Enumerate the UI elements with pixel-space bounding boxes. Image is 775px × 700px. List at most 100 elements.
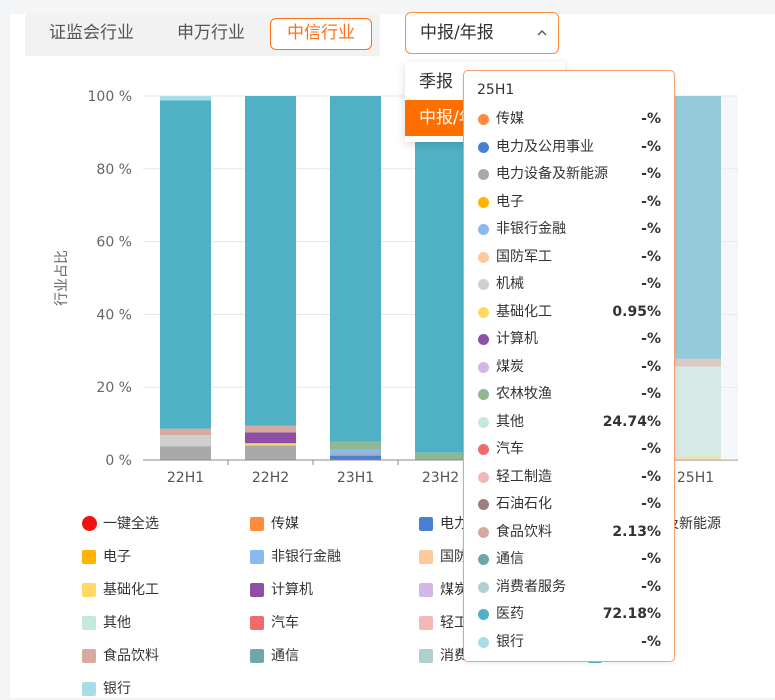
tooltip-color-dot (478, 334, 489, 345)
option-quarterly[interactable]: 季报 (419, 72, 453, 92)
x-tick-label: 22H2 (252, 470, 289, 486)
tooltip-row: 其他 24.74% (464, 412, 674, 432)
bar-segment (330, 455, 381, 460)
bar-segment (330, 441, 381, 450)
tooltip-series-name: 计算机 (496, 331, 538, 347)
bar-segment (245, 445, 296, 460)
tooltip-series-name: 其他 (496, 413, 524, 430)
legend-swatch (250, 550, 264, 564)
y-tick-label: 100 % (88, 89, 132, 105)
tooltip-series-name: 消费者服务 (496, 578, 566, 595)
x-tick-label: 23H2 (422, 470, 459, 486)
legend-swatch (419, 649, 433, 663)
legend-swatch (82, 616, 96, 630)
tooltip-row: 轻工制造 -% (464, 467, 674, 487)
tooltip-series-value: -% (641, 138, 661, 155)
tooltip-color-dot (478, 471, 489, 483)
tooltip-series-value: -% (641, 221, 661, 237)
tooltip-color-dot (478, 169, 489, 180)
tooltip-series-name: 电力设备及新能源 (496, 166, 608, 182)
tooltip-color-dot (478, 114, 489, 125)
legend-swatch (82, 649, 96, 663)
bar-segment (245, 432, 296, 444)
tab-citic-industry[interactable]: 中信行业 (270, 18, 372, 50)
period-select-value: 中报/年报 (420, 23, 494, 43)
tooltip-row: 传媒 -% (464, 109, 674, 129)
tooltip-row: 医药 72.18% (464, 604, 674, 624)
bar-segment (160, 446, 211, 460)
legend-label: 基础化工 (103, 582, 159, 598)
tooltip-color-dot (478, 581, 489, 593)
tooltip-series-value: -% (641, 578, 661, 595)
tooltip-series-value: -% (641, 111, 661, 127)
tooltip-series-value: 0.95% (612, 303, 661, 320)
x-tick-label: 22H1 (167, 470, 204, 486)
tab-csrc-industry[interactable]: 证监会行业 (49, 23, 134, 43)
tooltip-title: 25H1 (477, 82, 515, 98)
tooltip-series-value: 72.18% (602, 606, 661, 622)
bar-segment (330, 453, 381, 456)
legend-swatch (250, 649, 264, 663)
tooltip-color-dot (478, 306, 489, 318)
tooltip-row: 基础化工 0.95% (464, 302, 674, 322)
tooltip-row: 计算机 -% (464, 329, 674, 349)
tooltip-series-name: 传媒 (496, 111, 524, 127)
tooltip-color-dot (478, 609, 489, 620)
tooltip-color-dot (478, 416, 489, 428)
tooltip-series-name: 电力及公用事业 (496, 138, 594, 155)
tooltip-row: 通信 -% (464, 549, 674, 569)
legend-swatch (250, 616, 264, 630)
tooltip-color-dot (478, 361, 489, 373)
tooltip-series-name: 通信 (496, 551, 524, 567)
tooltip-row: 消费者服务 -% (464, 577, 674, 597)
tooltip-series-value: -% (641, 166, 661, 182)
legend-label: 计算机 (271, 582, 313, 598)
tooltip-color-dot (478, 279, 489, 290)
x-tick-label: 25H1 (677, 470, 714, 486)
tooltip-color-dot (478, 224, 489, 235)
tooltip-series-name: 银行 (496, 633, 524, 650)
legend-label: 通信 (271, 648, 299, 664)
tooltip-row: 电子 -% (464, 192, 674, 212)
tooltip-series-name: 基础化工 (496, 303, 552, 320)
bar-segment (330, 96, 381, 442)
legend-swatch (82, 550, 96, 564)
bar-segment (670, 96, 721, 359)
tooltip-series-value: 2.13% (612, 523, 661, 540)
bar-segment (670, 358, 721, 367)
legend-swatch (419, 550, 433, 564)
tooltip-series-value: 24.74% (602, 413, 661, 430)
legend-swatch (250, 583, 264, 597)
legend-label: 汽车 (271, 615, 299, 631)
tooltip-series-name: 机械 (496, 276, 524, 292)
tooltip-color-dot (478, 499, 489, 510)
tooltip-row: 国防军工 -% (464, 247, 674, 267)
bar-segment (330, 449, 381, 454)
x-tick-label: 23H1 (337, 470, 374, 486)
legend-swatch (250, 517, 264, 531)
y-tick-label: 40 % (96, 307, 132, 323)
legend-label: 食品饮料 (103, 648, 159, 664)
legend-label: 其他 (103, 615, 131, 631)
tooltip-series-value: -% (641, 276, 661, 292)
tooltip-series-name: 煤炭 (496, 358, 524, 375)
tooltip-color-dot (478, 526, 489, 538)
tooltip-series-value: -% (641, 468, 661, 485)
legend-label: 传媒 (271, 516, 299, 532)
tooltip-series-name: 国防军工 (496, 248, 552, 265)
period-select[interactable]: 中报/年报 (405, 12, 559, 54)
tooltip-series-value: -% (641, 248, 661, 265)
bar-segment (160, 96, 211, 101)
tooltip-color-dot (478, 141, 489, 153)
bar-segment (245, 425, 296, 433)
tooltip-series-name: 汽车 (496, 441, 524, 457)
y-tick-label: 60 % (96, 235, 132, 251)
y-tick-label: 0 % (105, 453, 132, 469)
tooltip-row: 食品饮料 2.13% (464, 522, 674, 542)
tooltip-row: 机械 -% (464, 274, 674, 294)
tooltip-color-dot (478, 636, 489, 648)
tab-sw-industry[interactable]: 申万行业 (177, 23, 245, 43)
chevron-up-icon (537, 30, 547, 36)
tooltip-series-value: -% (641, 358, 661, 375)
legend-swatch (419, 517, 433, 531)
